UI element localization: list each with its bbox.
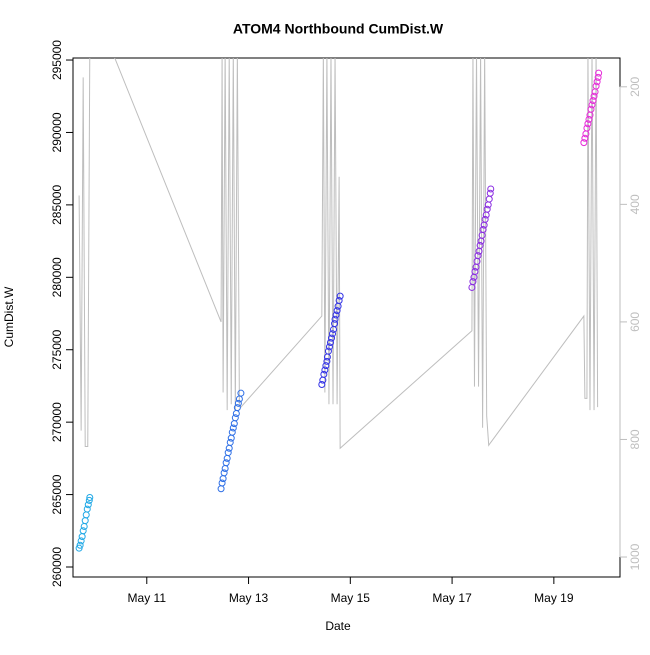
point — [336, 292, 344, 300]
x-tick-label: May 11 — [128, 591, 167, 605]
point — [581, 134, 589, 142]
point — [588, 101, 596, 109]
point — [222, 459, 230, 467]
y2-tick-label: 800 — [628, 429, 642, 449]
point — [217, 485, 225, 493]
point — [232, 409, 240, 417]
point — [220, 469, 228, 477]
point — [584, 120, 592, 128]
point — [318, 380, 326, 388]
y-tick-label: 265000 — [50, 474, 64, 514]
y-tick-label: 270000 — [50, 402, 64, 442]
point — [335, 296, 343, 304]
point — [481, 215, 489, 223]
point — [218, 479, 226, 487]
point — [78, 533, 86, 541]
y2-tick-label: 200 — [628, 76, 642, 96]
point — [483, 205, 491, 213]
y-tick-label: 275000 — [50, 329, 64, 369]
point — [79, 527, 87, 535]
point — [230, 420, 238, 428]
point — [227, 434, 235, 442]
point — [485, 195, 493, 203]
point — [587, 105, 595, 113]
point — [333, 307, 341, 315]
point — [590, 92, 598, 100]
y-tick-label: 295000 — [50, 40, 64, 80]
point — [593, 78, 601, 86]
y-tick-label: 280000 — [50, 257, 64, 297]
point — [223, 454, 231, 462]
point — [228, 428, 236, 436]
point — [81, 517, 89, 525]
point — [486, 189, 494, 197]
point — [478, 231, 486, 239]
point — [231, 414, 239, 422]
y2-tick-label: 400 — [628, 194, 642, 214]
x-tick-label: May 17 — [432, 591, 472, 605]
point — [224, 449, 232, 457]
point — [86, 493, 94, 501]
point — [484, 201, 492, 209]
point — [326, 338, 334, 346]
point — [84, 501, 92, 509]
y2-tick-label: 1000 — [628, 543, 642, 570]
point — [469, 278, 477, 286]
point — [580, 139, 588, 147]
point — [226, 438, 234, 446]
point — [331, 320, 339, 328]
y-tick-label: 290000 — [50, 112, 64, 152]
point — [83, 505, 91, 513]
point — [323, 357, 331, 365]
point — [479, 226, 487, 234]
point — [324, 347, 332, 355]
point — [234, 399, 242, 407]
point — [331, 315, 339, 323]
point — [320, 370, 328, 378]
point — [595, 69, 603, 77]
point — [585, 115, 593, 123]
point — [594, 73, 602, 81]
x-tick-label: May 15 — [331, 591, 371, 605]
point — [233, 404, 241, 412]
y-tick-label: 260000 — [50, 547, 64, 587]
line — [78, 58, 599, 450]
y-axis-label: CumDist.W — [2, 286, 16, 347]
point — [225, 444, 233, 452]
point — [82, 511, 90, 519]
point — [591, 88, 599, 96]
x-tick-label: May 19 — [534, 591, 574, 605]
point — [322, 362, 330, 370]
point — [229, 424, 237, 432]
point — [474, 252, 482, 260]
x-axis-label: Date — [325, 619, 351, 633]
chart-title: ATOM4 Northbound CumDist.W — [233, 21, 444, 37]
point — [85, 496, 93, 504]
point — [592, 82, 600, 90]
point — [219, 475, 227, 483]
point — [325, 343, 333, 351]
point — [583, 124, 591, 132]
point — [329, 330, 337, 338]
point — [327, 334, 335, 342]
point — [321, 366, 329, 374]
y-tick-label: 285000 — [50, 185, 64, 225]
point — [80, 522, 88, 530]
x-tick-label: May 13 — [229, 591, 269, 605]
point — [487, 185, 495, 193]
point — [589, 97, 597, 105]
point — [476, 241, 484, 249]
point — [237, 389, 245, 397]
point — [75, 544, 83, 552]
plot-area — [75, 58, 603, 552]
point — [76, 541, 84, 549]
y2-tick-label: 600 — [628, 312, 642, 332]
point — [77, 537, 85, 545]
point — [332, 311, 340, 319]
plot-frame — [72, 57, 621, 578]
point — [221, 465, 229, 473]
point — [471, 268, 479, 276]
